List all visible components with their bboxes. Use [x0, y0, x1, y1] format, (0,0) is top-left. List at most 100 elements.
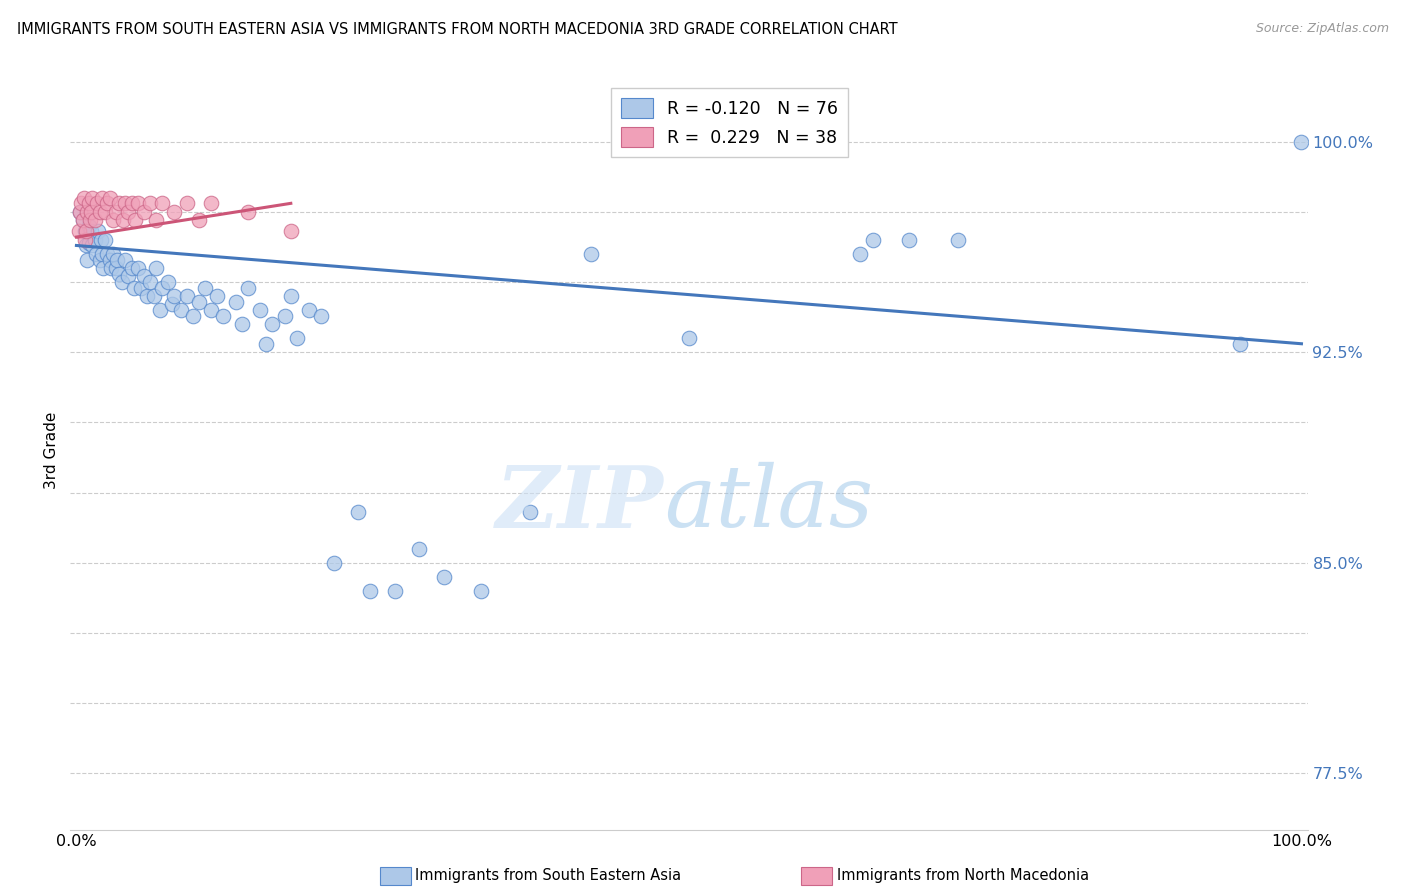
- Point: [75, 238, 97, 252]
- Point: [93, 204, 115, 219]
- Point: [79, 213, 101, 227]
- Point: [280, 224, 302, 238]
- Point: [111, 275, 134, 289]
- Legend: R = -0.120   N = 76, R =  0.229   N = 38: R = -0.120 N = 76, R = 0.229 N = 38: [612, 87, 848, 157]
- Point: [145, 213, 167, 227]
- Point: [249, 303, 271, 318]
- Point: [93, 260, 115, 275]
- Point: [145, 260, 167, 275]
- Point: [433, 570, 456, 584]
- Point: [96, 247, 118, 261]
- Point: [898, 233, 921, 247]
- Point: [150, 196, 173, 211]
- Point: [122, 280, 145, 294]
- Point: [131, 280, 153, 294]
- Point: [104, 204, 127, 219]
- Point: [200, 196, 222, 211]
- Text: Immigrants from South Eastern Asia: Immigrants from South Eastern Asia: [415, 869, 681, 883]
- Point: [139, 275, 162, 289]
- Point: [69, 204, 91, 219]
- Point: [105, 252, 128, 267]
- Point: [72, 213, 94, 227]
- Point: [176, 196, 198, 211]
- Point: [108, 267, 131, 281]
- Point: [83, 213, 105, 227]
- Point: [87, 224, 110, 238]
- Y-axis label: 3rd Grade: 3rd Grade: [44, 412, 59, 489]
- Point: [93, 233, 115, 247]
- Point: [142, 289, 165, 303]
- Point: [150, 280, 173, 294]
- Point: [384, 583, 406, 598]
- Point: [73, 233, 96, 247]
- Point: [139, 196, 162, 211]
- Point: [579, 247, 602, 261]
- Text: Source: ZipAtlas.com: Source: ZipAtlas.com: [1256, 22, 1389, 36]
- Point: [114, 252, 136, 267]
- Point: [77, 219, 100, 233]
- Point: [77, 196, 100, 211]
- Point: [73, 224, 96, 238]
- Point: [236, 204, 259, 219]
- Point: [75, 224, 97, 238]
- Point: [157, 275, 180, 289]
- Point: [70, 196, 93, 211]
- Point: [86, 196, 108, 211]
- Point: [72, 213, 94, 227]
- Point: [80, 204, 103, 219]
- Point: [100, 260, 122, 275]
- Point: [89, 204, 111, 219]
- Point: [236, 280, 259, 294]
- Point: [212, 309, 235, 323]
- Text: ZIP: ZIP: [496, 462, 664, 545]
- Point: [187, 213, 209, 227]
- Point: [347, 505, 370, 519]
- Point: [132, 269, 155, 284]
- Point: [124, 213, 146, 227]
- Point: [187, 294, 209, 309]
- Point: [200, 303, 222, 318]
- Point: [280, 289, 302, 303]
- Point: [176, 289, 198, 303]
- Point: [207, 289, 229, 303]
- Point: [98, 191, 121, 205]
- Point: [117, 269, 139, 284]
- Point: [82, 238, 104, 252]
- Point: [101, 213, 124, 227]
- Point: [114, 196, 136, 211]
- Point: [163, 289, 186, 303]
- Point: [121, 196, 143, 211]
- Point: [84, 247, 107, 261]
- Point: [311, 309, 333, 323]
- Point: [108, 196, 131, 211]
- Point: [76, 252, 98, 267]
- Point: [121, 260, 143, 275]
- Point: [285, 331, 308, 345]
- Point: [77, 235, 100, 250]
- Point: [408, 541, 430, 556]
- Text: atlas: atlas: [664, 462, 873, 545]
- Point: [225, 294, 247, 309]
- Point: [90, 233, 112, 247]
- Point: [101, 247, 124, 261]
- Point: [298, 303, 321, 318]
- Point: [98, 252, 121, 267]
- Point: [76, 204, 98, 219]
- Point: [69, 204, 91, 219]
- Point: [91, 247, 114, 261]
- Point: [82, 191, 104, 205]
- Point: [231, 317, 253, 331]
- Point: [149, 303, 172, 318]
- Point: [132, 204, 155, 219]
- Point: [359, 583, 381, 598]
- Point: [127, 196, 149, 211]
- Point: [83, 233, 105, 247]
- Point: [160, 297, 183, 311]
- Point: [254, 336, 277, 351]
- Point: [194, 280, 217, 294]
- Point: [73, 191, 96, 205]
- Text: IMMIGRANTS FROM SOUTH EASTERN ASIA VS IMMIGRANTS FROM NORTH MACEDONIA 3RD GRADE : IMMIGRANTS FROM SOUTH EASTERN ASIA VS IM…: [17, 22, 897, 37]
- Point: [519, 505, 541, 519]
- Point: [273, 309, 295, 323]
- Text: Immigrants from North Macedonia: Immigrants from North Macedonia: [837, 869, 1088, 883]
